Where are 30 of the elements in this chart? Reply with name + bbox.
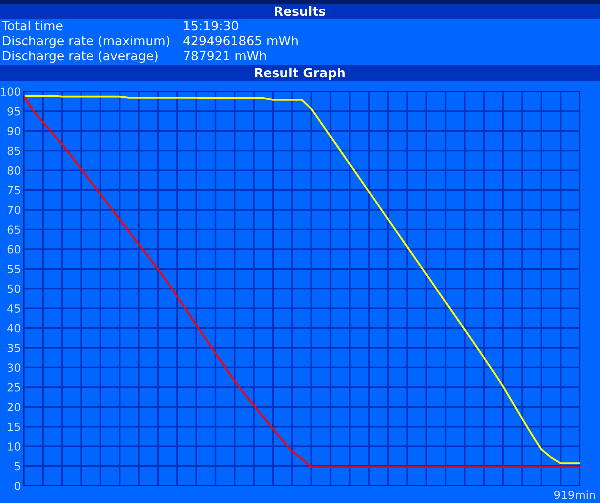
text: Discharge rate (average) [3,50,158,64]
y-tick-label: 10 [8,442,20,451]
y-tick-label: 40 [8,324,20,333]
y-tick-label: 0 [14,482,20,490]
text: 919min [554,490,596,500]
text: 787921 mWh [184,50,266,61]
y-tick-label: 95 [8,107,20,116]
y-tick-label: 30 [8,364,20,372]
y-tick-label: 80 [8,166,20,175]
text: 4294961865 mWh [184,36,298,46]
text: Total time [2,20,63,31]
y-tick-label: 90 [8,127,20,136]
y-tick-label: 35 [8,344,20,352]
y-tick-label: 50 [8,284,20,294]
y-tick-label: 100 [1,88,20,96]
y-tick-label: 55 [8,265,20,274]
y-tick-label: 20 [8,403,20,412]
y-tick-label: 5 [15,462,20,471]
y-tick-label: 25 [8,383,20,392]
text: Discharge rate (maximum) [3,36,170,48]
text: 15:19:30 [184,21,238,31]
y-tick-label: 70 [8,206,20,214]
y-tick-label: 85 [8,146,20,156]
y-tick-label: 45 [8,304,20,313]
y-tick-label: 65 [8,226,20,234]
y-tick-label: 75 [8,186,20,195]
y-tick-label: 15 [8,422,20,432]
y-tick-label: 60 [8,245,20,254]
chart-subtitle: Result Graph [255,68,345,80]
chart-title: Results [275,6,326,16]
